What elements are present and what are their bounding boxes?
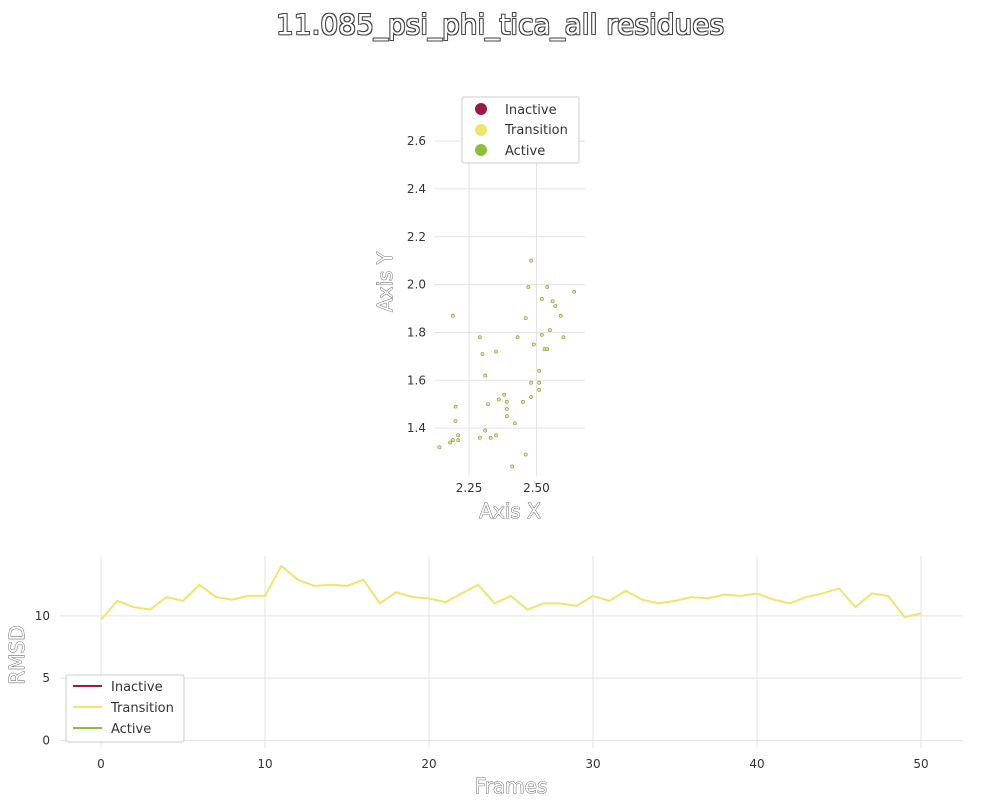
scatter-y-tick-label: 1.8	[407, 325, 426, 339]
legend-label-inactive: Inactive	[111, 680, 163, 695]
scatter-point	[529, 258, 533, 263]
scatter-point	[448, 440, 453, 445]
page-title: 11.085_psi_phi_tica_all residues	[275, 8, 725, 41]
scatter-point	[456, 433, 461, 438]
scatter-point	[494, 433, 498, 438]
scatter-x-tick-label: 2.25	[456, 481, 483, 495]
scatter-point	[450, 438, 455, 443]
scatter-point	[512, 421, 517, 426]
scatter-y-tick-label: 2.2	[407, 230, 426, 244]
scatter-point	[521, 399, 525, 404]
line-legend: Inactive Transition Active	[65, 674, 185, 743]
line-x-tick-label: 40	[749, 757, 764, 771]
scatter-point	[523, 452, 528, 457]
scatter-point	[477, 435, 482, 440]
scatter-point	[483, 373, 488, 378]
scatter-point	[496, 397, 501, 402]
scatter-point	[515, 335, 520, 340]
scatter-point	[453, 404, 458, 409]
scatter-y-tick-label: 1.4	[407, 421, 426, 435]
scatter-x-axis-title: Axis X	[479, 499, 541, 523]
scatter-y-tick-label: 2.6	[407, 134, 426, 148]
scatter-point	[504, 414, 509, 419]
scatter-point	[558, 313, 563, 318]
legend-label-active: Active	[111, 722, 151, 737]
line-series	[100, 565, 922, 621]
legend-marker-inactive	[475, 103, 487, 115]
scatter-points	[437, 258, 577, 469]
scatter-point	[510, 464, 515, 469]
scatter-point	[523, 316, 528, 321]
line-y-tick-label: 10	[35, 609, 50, 623]
scatter-point	[504, 399, 509, 404]
scatter-point	[548, 328, 552, 332]
scatter-point	[550, 299, 555, 304]
line-x-axis-title: Frames	[475, 774, 548, 798]
scatter-point	[537, 387, 542, 392]
legend-label-inactive: Inactive	[505, 103, 557, 118]
legend-label-transition: Transition	[110, 701, 174, 716]
scatter-point	[529, 380, 533, 385]
scatter-legend: Inactive Transition Active	[461, 96, 580, 164]
legend-label-active: Active	[505, 144, 545, 159]
scatter-point	[437, 445, 442, 450]
scatter-point	[486, 402, 490, 407]
scatter-point	[539, 332, 544, 337]
scatter-point	[526, 285, 531, 289]
line-y-axis-title: RMSD	[5, 625, 29, 684]
rmsd-series-line-transition	[100, 565, 922, 621]
scatter-point	[477, 335, 482, 340]
scatter-point	[488, 435, 493, 440]
scatter-point	[483, 428, 488, 433]
scatter-point	[502, 392, 507, 397]
scatter-point	[561, 335, 566, 340]
scatter-point	[453, 419, 458, 423]
legend-marker-active	[475, 144, 487, 156]
scatter-ticks: 1.4 1.6 1.8 2.0 2.2 2.4 2.6 2.25 2.50	[407, 134, 550, 495]
line-x-tick-label: 50	[913, 757, 928, 771]
scatter-y-tick-label: 2.4	[407, 182, 426, 196]
scatter-point	[553, 304, 558, 309]
scatter-point	[494, 349, 498, 354]
scatter-point	[537, 368, 542, 373]
legend-marker-transition	[475, 124, 487, 136]
line-ticks: 0 5 10 0 10 20 30 40 50	[35, 609, 929, 771]
scatter-y-axis-title: Axis Y	[373, 251, 397, 312]
scatter-point	[529, 395, 533, 399]
scatter-point	[537, 380, 542, 385]
line-grid	[60, 556, 962, 748]
line-x-tick-label: 10	[257, 757, 272, 771]
line-y-tick-label: 5	[42, 671, 50, 685]
line-x-tick-label: 30	[585, 757, 600, 771]
scatter-y-tick-label: 2.0	[407, 278, 426, 292]
scatter-point	[545, 285, 550, 289]
line-x-tick-label: 20	[421, 757, 436, 771]
scatter-point	[545, 347, 550, 352]
scatter-point	[480, 352, 485, 356]
line-x-tick-label: 0	[97, 757, 105, 771]
scatter-point	[572, 289, 577, 294]
scatter-point	[504, 407, 509, 411]
scatter-point	[456, 438, 461, 443]
scatter-point	[531, 342, 536, 347]
line-y-tick-label: 0	[42, 734, 50, 748]
scatter-point	[539, 297, 544, 301]
scatter-y-tick-label: 1.6	[407, 373, 426, 387]
scatter-point	[450, 313, 455, 318]
scatter-x-tick-label: 2.50	[523, 481, 550, 495]
legend-label-transition: Transition	[504, 123, 568, 138]
